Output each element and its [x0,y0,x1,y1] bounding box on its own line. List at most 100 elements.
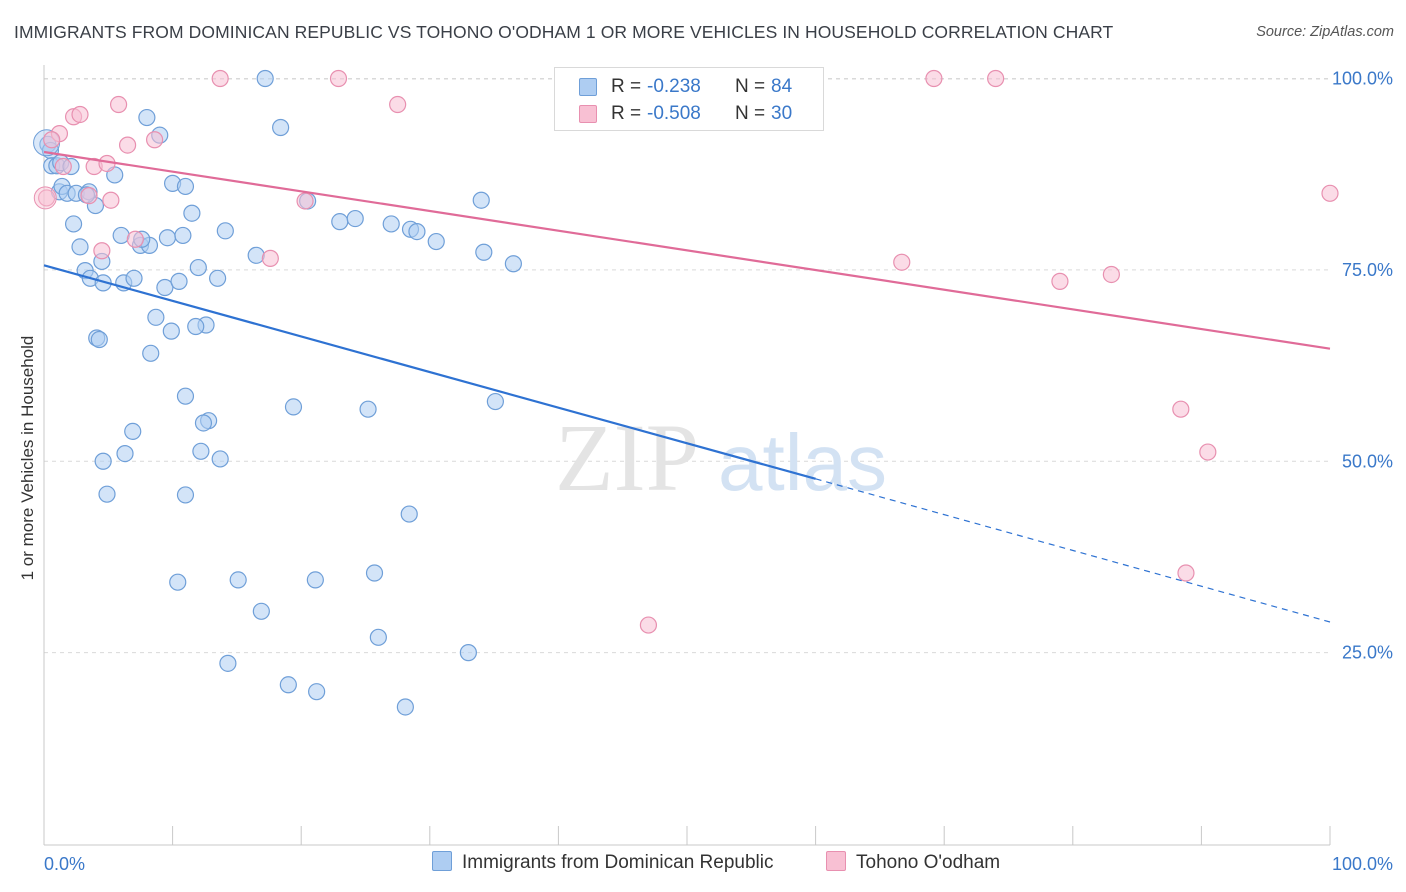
data-point-dominican [64,215,83,233]
watermark-atlas: atlas [718,418,887,507]
data-point-dominican [169,573,187,591]
grid-lines [44,78,1330,654]
data-point-dominican [346,209,364,228]
data-point-dominican [94,452,112,470]
data-point-tohono-large [33,186,57,210]
data-point-dominican [174,226,192,245]
legend-row-dominican: R = -0.238 N = 84 [555,74,823,100]
data-point-dominican [124,422,142,440]
data-point-tohono [1177,564,1195,582]
data-point-dominican [396,698,414,716]
data-point-dominican [116,444,134,463]
data-point-tohono [987,69,1005,88]
source-credit: Source: ZipAtlas.com [1256,24,1394,40]
data-point-dominican [272,118,290,137]
legend-n-value: 30 [771,103,793,124]
data-point-tohono [118,136,137,154]
legend-n-value: 84 [771,76,793,97]
series-tohono-points [33,69,1339,634]
legend-swatch-blue [579,78,597,96]
bottom-legend-tohono: Tohono O'odham [826,851,1000,874]
legend-r-value: -0.238 [647,76,701,97]
data-point-dominican [427,232,445,251]
legend-n-label: N = [735,76,766,97]
x-tick-label: 0.0% [44,854,85,874]
legend-r-label: R = [611,76,642,97]
data-point-dominican [365,564,384,582]
data-point-dominican [187,317,205,336]
data-point-dominican [306,571,324,589]
data-point-dominican [252,602,270,620]
legend-swatch-blue [432,851,452,871]
data-point-tohono [126,230,144,248]
data-point-tohono [1321,184,1339,202]
data-point-dominican [158,229,177,247]
watermark-zip: ZIP [555,404,699,511]
data-point-dominican [279,676,297,694]
data-point-dominican [112,226,130,245]
data-point-tohono [43,131,61,149]
y-tick-label: 50.0% [1342,451,1393,471]
data-point-dominican [256,69,274,88]
data-point-tohono [329,69,348,88]
data-point-dominican [98,485,116,503]
data-point-dominican [229,571,247,589]
trend-line-dominican [43,264,816,480]
data-point-dominican [475,243,493,261]
data-point-dominican [486,392,504,411]
data-point-dominican [359,400,377,418]
legend-swatch-pink [826,851,846,871]
legend-swatch-pink [579,105,597,123]
data-point-dominican [216,222,234,240]
y-tick-label: 100.0% [1332,69,1393,89]
y-axis-label: 1 or more Vehicles in Household [18,335,37,581]
data-point-tohono [261,249,279,267]
data-point-dominican [247,246,265,264]
data-point-dominican [156,278,174,297]
data-point-dominican [189,258,207,277]
correlation-legend: R = -0.238 N = 84 R = -0.508 N = 30 [554,67,824,131]
legend-n-label: N = [735,103,766,124]
data-point-tohono [145,131,164,149]
legend-label: Tohono O'odham [856,852,1001,873]
data-point-dominican [147,308,165,326]
data-point-tohono [80,187,98,205]
data-point-dominican [219,654,237,672]
data-point-tohono [1199,443,1217,461]
data-point-tohono [925,69,943,88]
data-point-dominican [125,269,143,287]
data-point-dominican [176,177,195,196]
data-point-dominican [308,683,326,701]
legend-r-label: R = [611,103,642,124]
data-point-dominican [504,255,522,273]
bottom-legend-dominican: Immigrants from Dominican Republic [432,851,774,874]
data-point-tohono [109,95,128,114]
data-point-dominican [142,344,160,362]
data-point-dominican [170,272,188,290]
data-point-tohono [37,189,56,207]
data-point-tohono [389,95,407,114]
data-point-tohono [93,242,111,260]
data-point-tohono [71,105,89,124]
data-point-dominican [472,191,490,209]
legend-row-tohono: R = -0.508 N = 30 [555,101,823,127]
y-tick-label: 75.0% [1342,260,1393,280]
data-point-dominican [382,215,400,233]
data-point-dominican [284,398,303,416]
chart-title: IMMIGRANTS FROM DOMINICAN REPUBLIC VS TO… [14,22,1114,42]
data-point-dominican [138,108,156,127]
data-point-tohono [211,69,229,88]
data-point-dominican [90,330,108,349]
data-point-tohono [296,192,314,210]
legend-r-value: -0.508 [647,103,701,124]
data-point-dominican [459,644,477,662]
data-point-dominican [183,204,201,222]
data-point-dominican [194,414,213,432]
data-point-dominican [176,387,195,405]
data-point-tohono [102,191,120,209]
legend-label: Immigrants from Dominican Republic [462,852,774,873]
data-point-dominican [209,269,227,287]
y-tick-label: 25.0% [1342,643,1393,663]
tick-labels: 25.0% 50.0% 75.0% 100.0% 0.0% 100.0% [44,69,1393,875]
data-point-dominican [400,505,418,523]
